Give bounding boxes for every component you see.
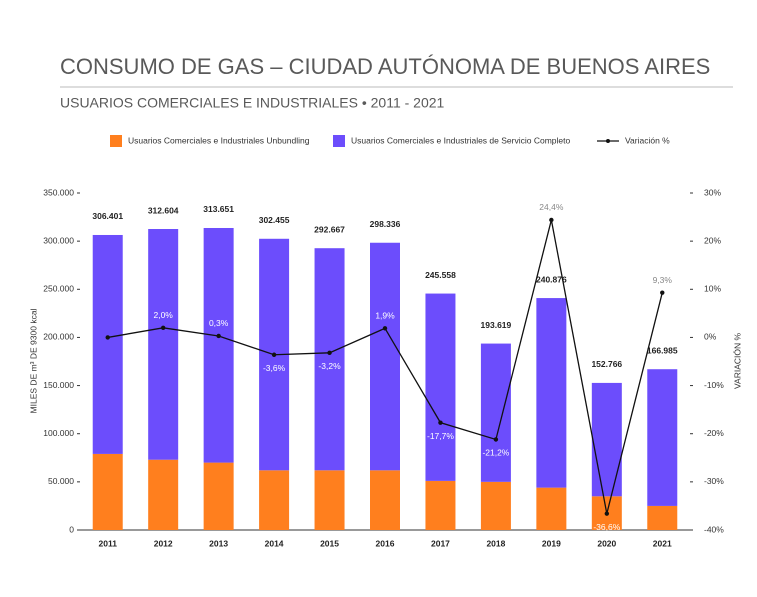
y-tick-label: 100.000 bbox=[43, 428, 74, 438]
x-tick-label: 2011 bbox=[99, 538, 118, 548]
bar bbox=[425, 293, 456, 481]
line-value-label: 0,3% bbox=[209, 318, 229, 328]
bar bbox=[425, 480, 456, 530]
bar bbox=[480, 481, 511, 530]
bar bbox=[92, 234, 123, 454]
y2-tick-label: 0% bbox=[704, 332, 717, 342]
point bbox=[382, 326, 388, 331]
bar bbox=[259, 470, 290, 530]
total-label: 240.876 bbox=[536, 274, 567, 284]
total-label: 302.455 bbox=[259, 215, 290, 225]
y-axis-title: MILES DE m³ DE 9300 kcal bbox=[28, 308, 38, 413]
x-tick-label: 2019 bbox=[542, 538, 561, 548]
point bbox=[493, 437, 499, 442]
y2-axis-title: VARIACIÓN % bbox=[732, 333, 742, 389]
y-tick-label: 150.000 bbox=[43, 380, 74, 390]
bar bbox=[92, 453, 123, 530]
line-value-label: 24,4% bbox=[539, 202, 564, 212]
legend-label: Usuarios Comerciales e Industriales Unbu… bbox=[128, 135, 310, 145]
line-value-label: 2,0% bbox=[153, 310, 173, 320]
total-label: 245.558 bbox=[425, 270, 456, 280]
legend-label: Usuarios Comerciales e Industriales de S… bbox=[351, 135, 570, 145]
line-value-label: -3,6% bbox=[263, 363, 286, 373]
y-tick-label: 250.000 bbox=[43, 284, 74, 294]
bar bbox=[314, 248, 345, 471]
total-label: 166.985 bbox=[647, 345, 678, 355]
total-label: 193.619 bbox=[481, 320, 512, 330]
total-label: 306.401 bbox=[92, 211, 123, 221]
bar bbox=[203, 227, 234, 463]
line-value-label: -3,2% bbox=[318, 361, 341, 371]
x-tick-label: 2018 bbox=[486, 538, 505, 548]
y2-tick-label: -10% bbox=[704, 380, 724, 390]
x-tick-label: 2013 bbox=[209, 538, 228, 548]
y2-tick-label: -30% bbox=[704, 476, 724, 486]
bar bbox=[591, 382, 622, 497]
x-tick-label: 2017 bbox=[431, 538, 450, 548]
bar bbox=[647, 505, 678, 530]
point bbox=[216, 333, 221, 339]
bar bbox=[536, 298, 567, 488]
x-tick-label: 2021 bbox=[653, 538, 672, 548]
point bbox=[660, 290, 665, 295]
y-tick-label: 0 bbox=[69, 524, 74, 534]
point bbox=[271, 352, 277, 357]
bar bbox=[536, 487, 567, 530]
bar bbox=[148, 229, 179, 460]
legend-swatch bbox=[333, 135, 345, 147]
y2-tick-label: -40% bbox=[704, 524, 724, 534]
y2-tick-label: 10% bbox=[704, 284, 721, 294]
bar bbox=[203, 462, 234, 530]
line-value-label: -36,6% bbox=[593, 522, 620, 532]
total-label: 313.651 bbox=[203, 204, 234, 214]
legend-label: Variación % bbox=[625, 135, 670, 145]
bar bbox=[480, 343, 511, 482]
y-tick-label: 350.000 bbox=[43, 187, 74, 197]
total-label: 312.604 bbox=[148, 205, 179, 215]
point bbox=[438, 420, 443, 425]
y-tick-label: 200.000 bbox=[43, 332, 74, 342]
total-label: 298.336 bbox=[370, 219, 401, 229]
y2-tick-label: -20% bbox=[704, 428, 724, 438]
bar bbox=[148, 459, 179, 530]
x-tick-label: 2012 bbox=[154, 538, 173, 548]
x-tick-label: 2015 bbox=[320, 538, 339, 548]
y-tick-label: 300.000 bbox=[43, 235, 74, 245]
line-value-label: -17,7% bbox=[427, 431, 454, 441]
bar bbox=[370, 242, 400, 471]
point bbox=[327, 350, 332, 356]
point bbox=[105, 335, 110, 340]
bar bbox=[647, 369, 678, 506]
point bbox=[604, 511, 610, 516]
bar bbox=[370, 470, 400, 530]
point bbox=[160, 325, 166, 330]
line-value-label: -21,2% bbox=[482, 448, 509, 458]
x-tick-label: 2014 bbox=[265, 538, 284, 548]
total-label: 152.766 bbox=[591, 359, 622, 369]
x-tick-label: 2020 bbox=[597, 538, 616, 548]
legend-swatch bbox=[110, 135, 122, 147]
y2-tick-label: 30% bbox=[704, 187, 721, 197]
point bbox=[549, 217, 554, 223]
line-value-label: 1,9% bbox=[375, 311, 395, 321]
x-tick-label: 2016 bbox=[376, 538, 395, 548]
legend-swatch bbox=[606, 139, 610, 143]
line-value-label: 9,3% bbox=[653, 275, 673, 285]
bar bbox=[314, 470, 345, 530]
total-label: 292.667 bbox=[314, 224, 345, 234]
chart-title: CONSUMO DE GAS – CIUDAD AUTÓNOMA DE BUEN… bbox=[60, 54, 710, 79]
y-tick-label: 50.000 bbox=[48, 476, 74, 486]
y2-tick-label: 20% bbox=[704, 235, 721, 245]
chart-subtitle: USUARIOS COMERCIALES E INDUSTRIALES • 20… bbox=[60, 95, 445, 111]
